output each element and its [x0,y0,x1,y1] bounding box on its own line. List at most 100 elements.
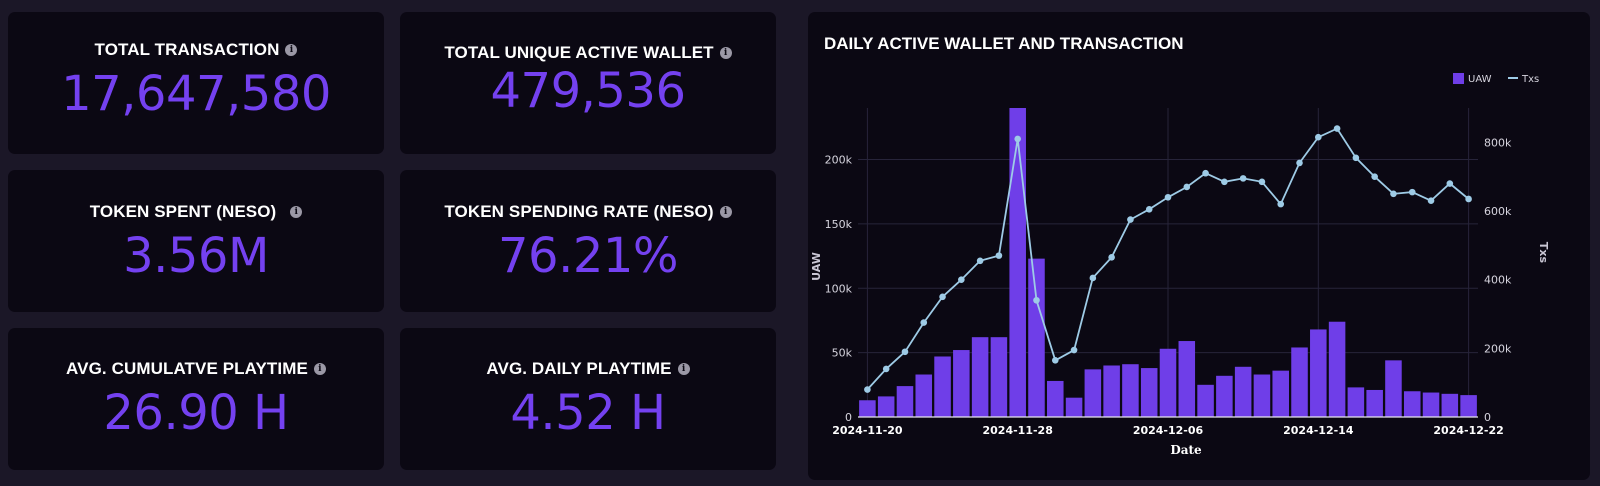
txs-point [1183,183,1191,191]
uaw-bar [1065,397,1083,417]
x-tick-label: 2024-12-22 [1433,424,1503,437]
uaw-bar [1140,368,1158,417]
uaw-bar [1047,380,1064,417]
uaw-bar [953,350,970,417]
uaw-bar [1234,366,1252,417]
uaw-bar [1441,393,1459,417]
x-tick-label: 2024-11-20 [832,424,903,437]
y2-tick-label: 800k [1484,136,1512,149]
uaw-bar [1310,329,1327,417]
txs-point [882,365,890,373]
card-label: AVG. DAILY PLAYTIME i [486,359,690,379]
uaw-bar [1328,321,1346,417]
info-icon[interactable]: i [677,363,690,375]
token-spending-rate-value: 76.21% [497,228,679,284]
card-label: TOTAL TRANSACTION i [95,40,298,60]
txs-point [1221,178,1228,186]
y2-tick-label: 600k [1484,205,1512,218]
txs-point [1127,216,1134,223]
y-tick-label: 0 [845,411,852,424]
card-label: TOKEN SPENT (NESO) i [90,202,303,222]
uaw-bar [1366,389,1383,417]
uaw-bar [971,337,989,417]
info-icon[interactable]: i [290,206,303,218]
chart-title: DAILY ACTIVE WALLET AND TRANSACTION [824,34,1184,53]
token-spent-value: 3.56M [123,228,269,284]
txs-point [901,348,909,356]
uaw-bar [1122,364,1139,417]
total-transaction-value: 17,647,580 [61,66,331,122]
total-unique-active-wallet-label: TOTAL UNIQUE ACTIVE WALLET [444,43,714,62]
txs-point [1089,274,1097,282]
uaw-bar [1291,347,1308,417]
txs-point [1033,296,1040,304]
y-tick-label: 200k [825,154,853,167]
txs-point [1333,125,1341,132]
uaw-bar [1103,365,1120,417]
txs-point [1014,135,1021,143]
total-transaction-card: TOTAL TRANSACTION i 17,647,580 [8,12,384,154]
txs-point [1427,197,1435,204]
txs-point [1070,346,1078,354]
y2-axis-label: Txs [1537,242,1550,264]
uaw-bar [934,356,951,417]
txs-point [1277,200,1285,208]
x-tick-label: 2024-12-14 [1283,424,1354,437]
txs-point [939,293,946,301]
avg-daily-playtime-value: 4.52 H [510,385,666,441]
uaw-bar [877,396,895,417]
txs-point [1446,180,1454,187]
txs-point [1296,159,1303,167]
txs-point [1108,254,1115,261]
uaw-bar [1009,108,1026,417]
y2-tick-label: 200k [1484,342,1512,355]
txs-point [920,319,928,326]
avg-cumulative-playtime-label: AVG. CUMULATVE PLAYTIME [66,359,308,378]
uaw-bar [1272,370,1289,417]
total-unique-active-wallet-value: 479,536 [490,63,687,119]
legend-uaw-label: UAW [1468,74,1492,85]
txs-point [995,252,1003,259]
y-tick-label: 50k [832,347,853,360]
token-spending-rate-label: TOKEN SPENDING RATE (NESO) [444,202,714,221]
legend-txs-label: Txs [1521,74,1539,85]
uaw-bar [1216,375,1233,417]
uaw-bar [1422,392,1440,417]
y-tick-label: 150k [825,218,853,231]
x-tick-label: 2024-11-28 [983,424,1053,437]
avg-cumulative-playtime-value: 26.90 H [103,385,289,441]
avg-daily-playtime-card: AVG. DAILY PLAYTIME i 4.52 H [400,328,776,470]
token-spent-label: TOKEN SPENT (NESO) [89,202,277,221]
info-icon[interactable]: i [719,47,732,59]
total-transaction-label: TOTAL TRANSACTION [94,40,280,59]
avg-cumulative-playtime-card: AVG. CUMULATVE PLAYTIME i 26.90 H [8,328,384,470]
legend-uaw-swatch [1453,73,1464,84]
info-icon[interactable]: i [719,206,732,218]
txs-point [1390,190,1397,198]
uaw-bar [1253,374,1271,417]
txs-point [1051,357,1059,364]
uaw-bar [859,400,876,417]
txs-point [1164,193,1172,201]
card-label: TOTAL UNIQUE ACTIVE WALLET i [444,43,732,63]
uaw-bar [1084,369,1102,417]
txs-point [976,257,984,265]
uaw-bar [1178,341,1196,417]
info-icon[interactable]: i [313,363,326,375]
txs-point [1408,188,1416,196]
txs-point [1145,205,1153,213]
card-label: AVG. CUMULATVE PLAYTIME i [66,359,326,379]
info-icon[interactable]: i [285,44,298,56]
x-tick-label: 2024-12-06 [1133,424,1204,437]
uaw-bar [1159,348,1177,417]
txs-point [1258,178,1266,186]
txs-point [958,276,965,283]
y-axis-label: UAW [810,252,823,281]
txs-point [1202,169,1209,177]
uaw-bar [1460,395,1477,417]
txs-point [1371,173,1378,180]
uaw-bar [1403,391,1421,417]
combo-chart: 0 50k 100k 150k 200k 0 200k 400k 600k 800k 2024-11… [810,73,1550,457]
token-spent-card: TOKEN SPENT (NESO) i 3.56M [8,170,384,312]
card-label: TOKEN SPENDING RATE (NESO) i [444,202,732,222]
